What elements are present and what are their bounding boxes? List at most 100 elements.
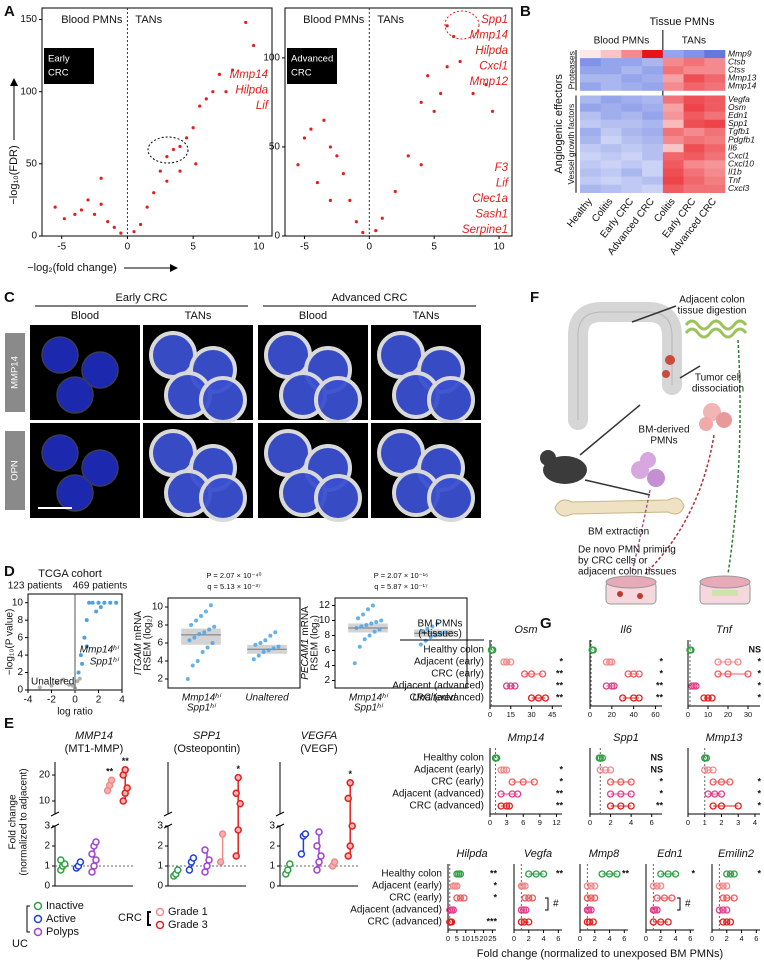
- point: [232, 852, 240, 860]
- row-label: Il6: [728, 142, 737, 152]
- point: [660, 894, 669, 902]
- nucleus: [427, 376, 475, 424]
- row-group-label: Proteases: [566, 51, 576, 89]
- point: [447, 918, 456, 926]
- schematic-label: adjacent colon tissues: [578, 567, 676, 578]
- point: [505, 802, 514, 810]
- stage-box: [44, 48, 94, 84]
- point: [354, 626, 359, 630]
- point: [361, 612, 366, 617]
- point: [198, 104, 202, 108]
- point: [525, 894, 533, 902]
- y-tick-label: 8: [324, 630, 330, 641]
- significance: **: [656, 680, 664, 690]
- y-tick-label: 1: [269, 861, 275, 872]
- point: [194, 618, 199, 623]
- nucleus: [427, 474, 475, 522]
- heatmap-cell: [704, 176, 726, 185]
- stage-label: CRC: [291, 68, 312, 79]
- point: [94, 609, 99, 614]
- heatmap-cell: [580, 66, 602, 75]
- heatmap-cell: [642, 111, 664, 121]
- heatmap-cell: [683, 136, 705, 145]
- heatmap-cell: [600, 160, 622, 169]
- x-tick-label: 2: [527, 934, 531, 943]
- heatmap-cell: [683, 95, 705, 104]
- point: [525, 870, 533, 878]
- row-label: Ctsb: [728, 56, 746, 66]
- point: [62, 217, 66, 221]
- point: [102, 600, 107, 605]
- y-tick-label: 8: [17, 615, 23, 626]
- point: [344, 794, 352, 803]
- y-tick-label: 50: [26, 158, 38, 169]
- point: [709, 802, 717, 810]
- y-tick-label: 3: [269, 821, 275, 832]
- point: [374, 620, 379, 624]
- x-tick-label: 0: [686, 818, 690, 827]
- y-tick-label: 10: [152, 602, 164, 613]
- point: [588, 646, 596, 654]
- significance: **: [556, 692, 564, 702]
- nucleus: [199, 474, 247, 522]
- y-tick-label: 150: [20, 14, 37, 25]
- x-tick-label: 20: [479, 934, 487, 943]
- point: [187, 638, 192, 643]
- point: [657, 882, 665, 890]
- gene-title: MMP14: [75, 730, 113, 742]
- point: [204, 97, 208, 101]
- y-tick-label: 10: [39, 796, 51, 807]
- heatmap-cell: [683, 66, 705, 75]
- category-label: Mmp14ʰⁱ: [349, 693, 389, 704]
- note-bracket: [545, 897, 549, 911]
- schematic-label: Adjacent colon: [679, 295, 745, 306]
- point: [653, 882, 661, 890]
- heatmap-cell: [642, 160, 664, 169]
- y-axis-label: (normalized to adjacent): [19, 768, 30, 875]
- point: [234, 826, 242, 834]
- heatmap-cell: [621, 111, 643, 121]
- x-tick-label: 15: [507, 710, 515, 719]
- heatmap-cell: [662, 176, 684, 185]
- point: [99, 202, 103, 206]
- point: [67, 682, 72, 687]
- point: [453, 894, 461, 902]
- point: [92, 856, 100, 864]
- point: [203, 609, 208, 614]
- legend-marker: [155, 907, 165, 917]
- point: [313, 866, 321, 874]
- significance: **: [122, 756, 130, 766]
- gene: ITGAM: [133, 643, 144, 675]
- significance: NS: [748, 644, 761, 654]
- point: [517, 918, 526, 926]
- heatmap-cell: [621, 144, 643, 153]
- significance: *: [659, 656, 663, 666]
- y-tick-label: 0: [269, 881, 275, 892]
- gene-label: Lif: [256, 100, 270, 112]
- point: [364, 623, 369, 627]
- point: [203, 862, 211, 870]
- gene-title: Mmp8: [589, 848, 620, 860]
- gene-label: F3: [495, 162, 509, 174]
- y-tick-label: 8: [157, 620, 163, 631]
- point: [418, 642, 423, 647]
- significance: **: [556, 680, 564, 690]
- point: [216, 858, 225, 866]
- category-label: Unaltered: [412, 693, 456, 704]
- gene-title: Tnf: [716, 624, 733, 636]
- condition-label: Adjacent (advanced): [350, 905, 442, 916]
- point: [374, 229, 378, 233]
- y-tick-label: 2: [157, 841, 163, 852]
- point: [711, 790, 719, 798]
- heatmap-cell: [662, 82, 684, 91]
- heatmap-cell: [642, 74, 664, 83]
- heatmap-cell: [580, 74, 602, 83]
- legend-group: UC: [12, 938, 28, 950]
- heatmap-cell: [580, 50, 602, 59]
- row-group-label: Vessel growth factors: [566, 104, 576, 185]
- point: [75, 679, 80, 684]
- column-label: Blood: [299, 310, 327, 322]
- point: [651, 906, 659, 914]
- x-tick-label: -5: [300, 242, 309, 253]
- heatmap-cell: [600, 152, 622, 161]
